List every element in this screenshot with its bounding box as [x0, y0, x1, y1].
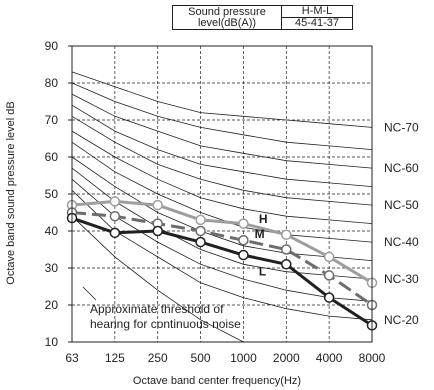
series-label-m: M — [255, 227, 265, 241]
series-point-l-1000 — [238, 249, 249, 261]
series-point-h-125 — [109, 196, 121, 207]
series-point-m-125 — [109, 210, 121, 222]
series-point-m-500 — [195, 225, 206, 237]
sound-pressure-label-line2: level(dB(A)) — [197, 16, 257, 29]
y-tick-label-60: 60 — [45, 150, 59, 164]
series-point-l-4000 — [323, 292, 335, 303]
series-point-m-4000 — [323, 270, 335, 281]
nc-curve-nc-65 — [71, 82, 373, 150]
x-tick-labels: 63 125 250 500 1000 2000 4000 8000 — [65, 351, 385, 365]
x-tick-label-8000: 8000 — [359, 351, 386, 365]
series-point-h-4000 — [323, 251, 335, 263]
nc-curve-nc-30 — [71, 167, 373, 280]
nc-labels: NC-70 NC-60 NC-50 NC-40 NC-30 NC-20 — [384, 120, 419, 326]
nc-label-nc-30: NC-30 — [384, 272, 419, 286]
series-point-l-2000 — [281, 259, 292, 270]
sound-pressure-table: Sound pressure level(dB(A)) H-M-L 45-41-… — [172, 5, 353, 30]
y-tick-label-70: 70 — [45, 113, 59, 127]
y-tick-label-30: 30 — [45, 261, 59, 275]
nc-curve-nc-60 — [71, 93, 373, 169]
y-tick-labels: 10 20 30 40 50 60 70 80 90 — [45, 39, 72, 349]
threshold-label-line2: hearing for continuous noise — [90, 317, 241, 331]
y-tick-label-40: 40 — [45, 224, 59, 238]
series-point-m-1000 — [238, 235, 249, 246]
x-tick-label-250: 250 — [148, 351, 168, 365]
nc-curve-nc-45 — [71, 130, 373, 224]
y-tick-label-10: 10 — [45, 335, 59, 349]
nc-label-nc-40: NC-40 — [384, 235, 419, 249]
x-tick-label-2000: 2000 — [273, 351, 300, 365]
series-point-l-250 — [152, 225, 163, 237]
series-point-h-500 — [195, 214, 206, 226]
threshold-pointer — [82, 286, 97, 301]
nc-label-nc-60: NC-60 — [384, 161, 419, 175]
nc-label-nc-20: NC-20 — [384, 313, 419, 327]
nc-curves — [71, 71, 373, 321]
y-tick-label-90: 90 — [45, 39, 59, 53]
x-tick-label-1000: 1000 — [230, 351, 257, 365]
series-line-m — [71, 211, 373, 307]
sound-pressure-label-cell: Sound pressure level(dB(A)) — [172, 5, 282, 30]
series-point-h-1000 — [238, 218, 249, 229]
nc-curve-nc-70 — [71, 71, 373, 128]
x-tick-label-63: 63 — [65, 351, 79, 365]
series-group — [66, 196, 378, 331]
x-tick-label-4000: 4000 — [316, 351, 343, 365]
x-tick-label-125: 125 — [105, 351, 125, 365]
series-point-h-2000 — [281, 229, 292, 240]
series-label-l: L — [259, 265, 266, 279]
series-point-m-2000 — [281, 244, 292, 255]
y-tick-label-20: 20 — [45, 298, 59, 312]
y-tick-label-50: 50 — [45, 187, 59, 201]
nc-curve-nc-35 — [71, 156, 373, 261]
threshold-label-line1: Approximate threshold of — [90, 302, 224, 316]
nc-label-nc-70: NC-70 — [384, 120, 419, 134]
series-point-l-125 — [109, 227, 121, 239]
series-line-h — [71, 199, 373, 285]
series-point-l-500 — [195, 236, 206, 248]
x-tick-label-500: 500 — [191, 351, 211, 365]
hearing-threshold — [71, 215, 244, 343]
series-line-l — [71, 216, 373, 327]
series-labels: HM L — [255, 212, 268, 279]
series-label-h: H — [259, 212, 268, 226]
threshold-curve — [71, 215, 244, 343]
y-tick-label-80: 80 — [45, 76, 59, 90]
nc-label-nc-50: NC-50 — [384, 198, 419, 212]
nc-curve-nc-20 — [71, 190, 373, 321]
y-axis-label: Octave band sound pressure level dB — [5, 101, 17, 284]
nc-curve-nc-25 — [71, 178, 373, 302]
grid — [72, 46, 372, 342]
nc-curve-nc-50 — [71, 115, 373, 206]
nc-curve-nc-40 — [71, 141, 373, 243]
x-axis-label: Octave band center frequency(Hz) — [133, 375, 301, 387]
sound-pressure-value: 45-41-37 — [281, 17, 353, 30]
series-point-h-250 — [152, 199, 163, 211]
nc-curve-nc-55 — [71, 104, 373, 187]
sound-pressure-label-line1: Sound pressure — [188, 5, 266, 18]
